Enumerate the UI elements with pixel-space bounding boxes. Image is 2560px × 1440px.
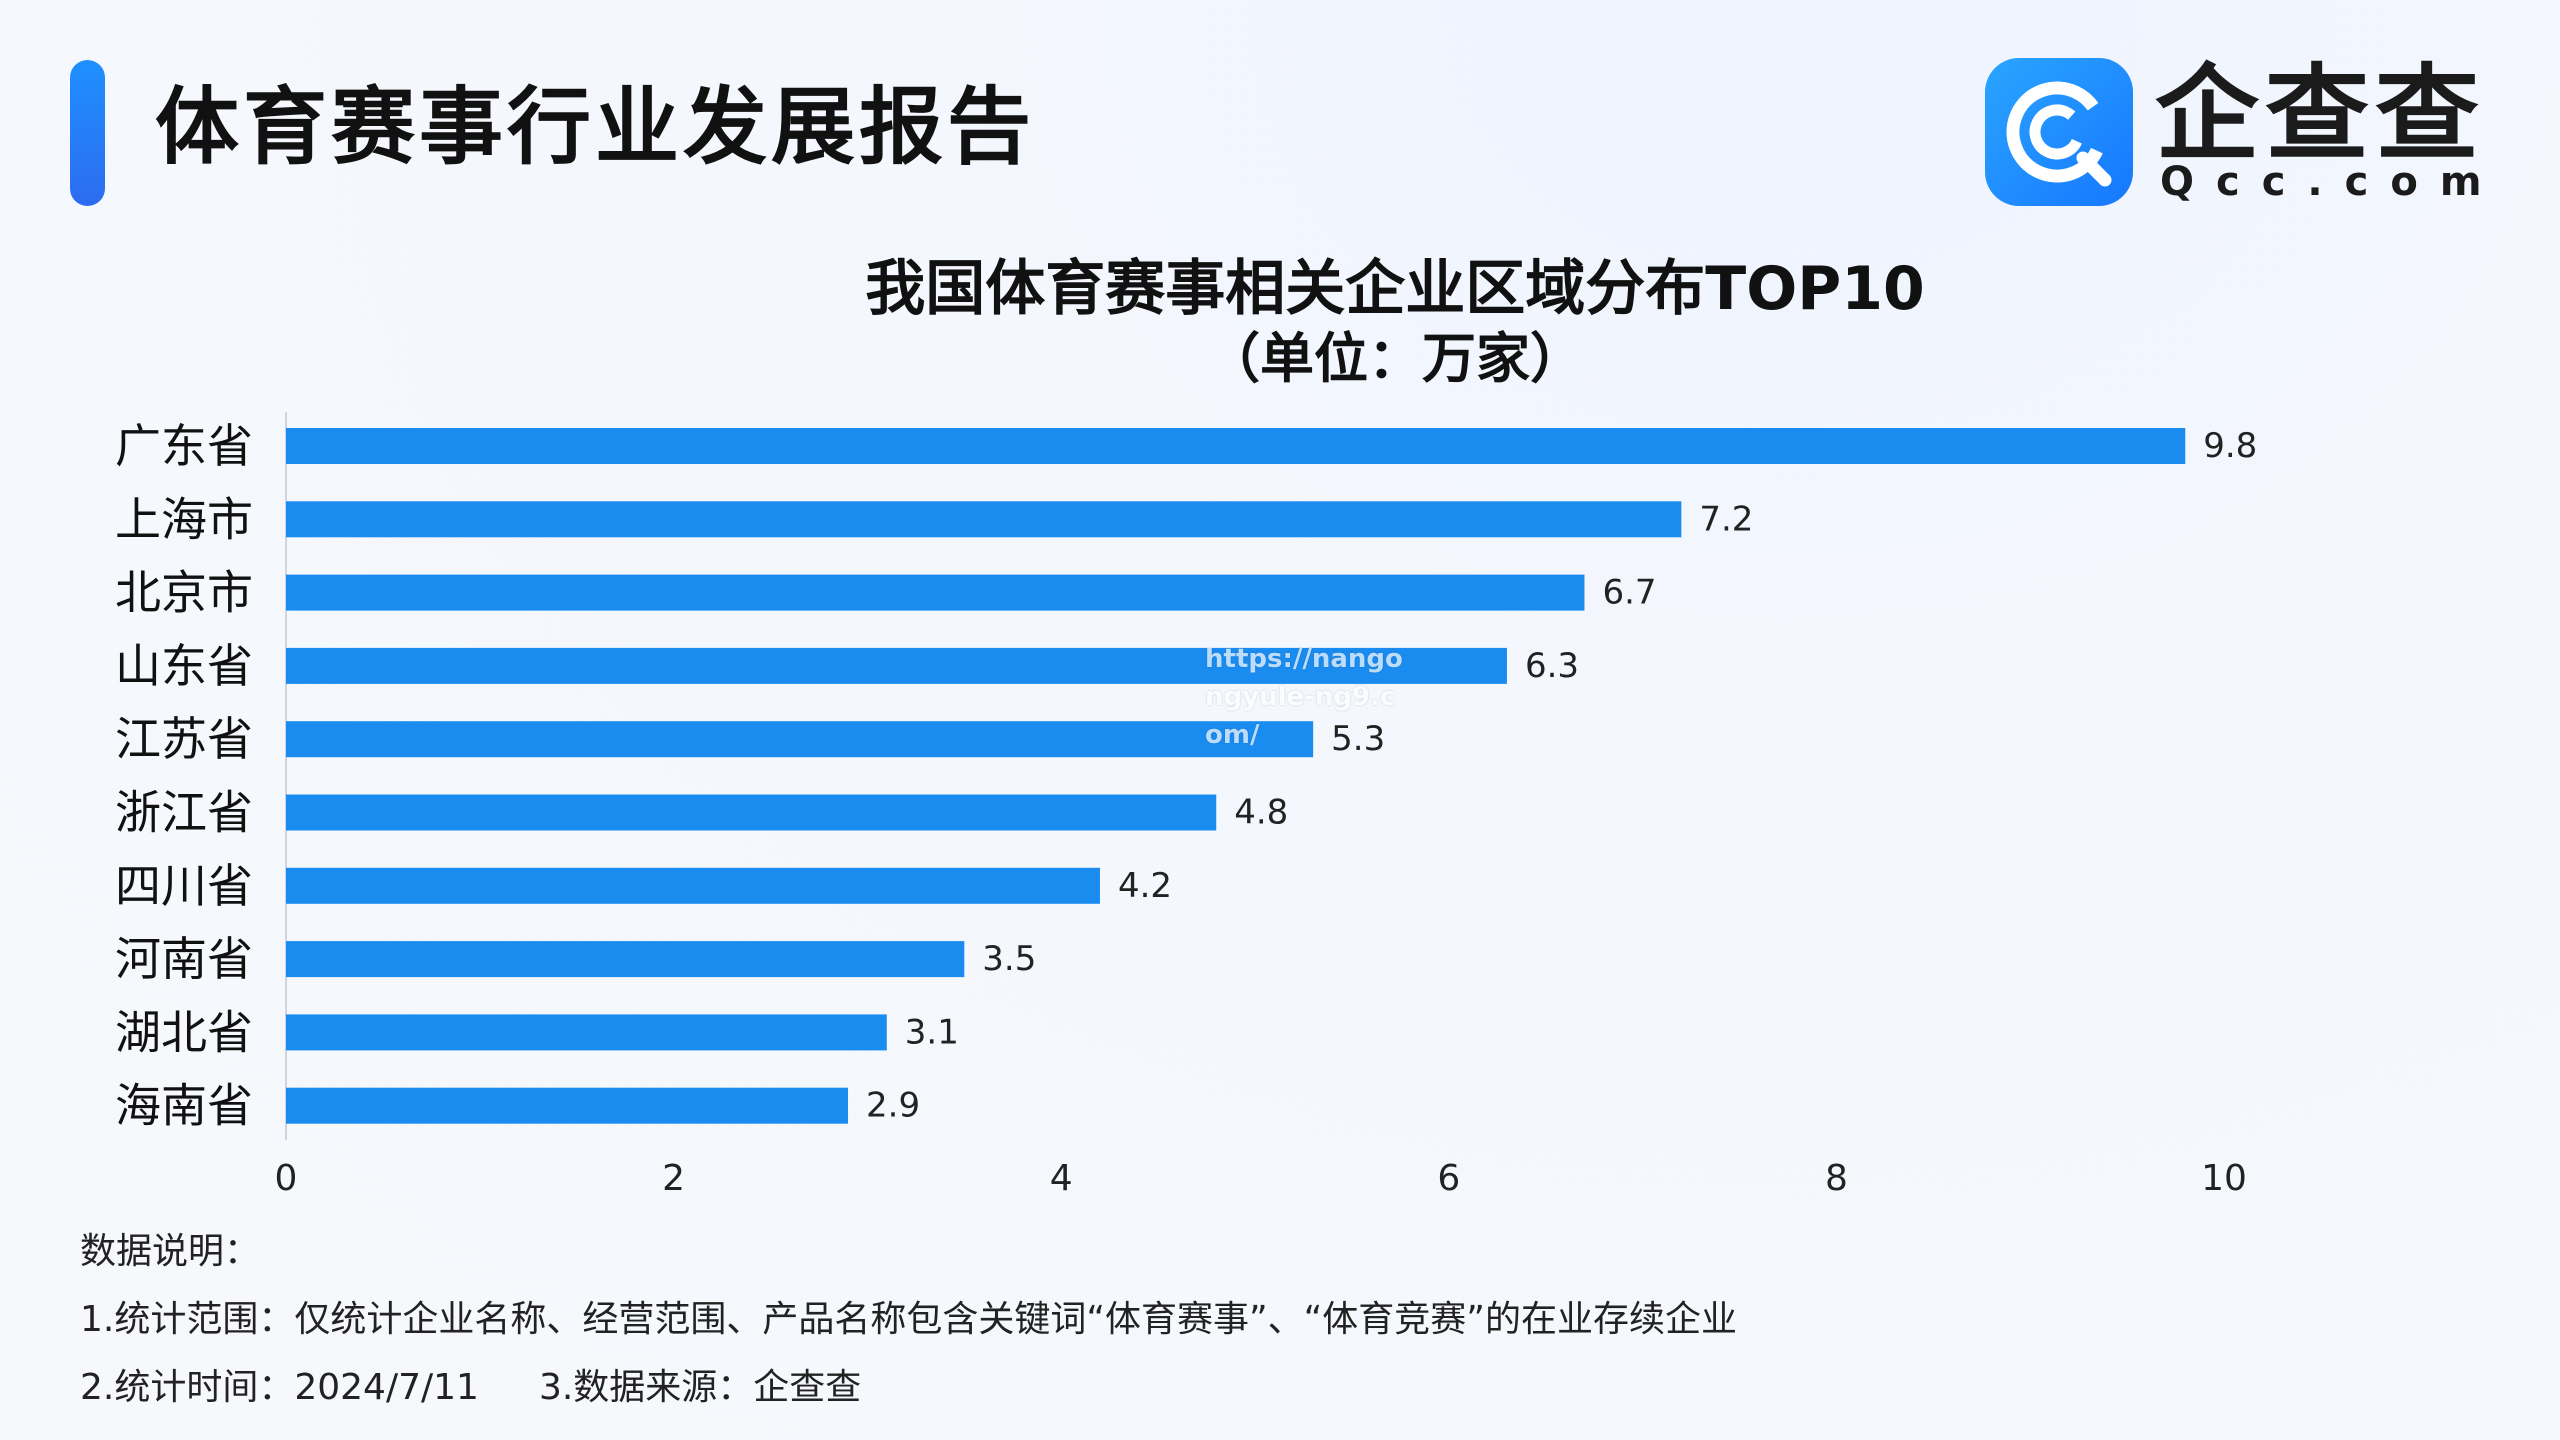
category-label-1: 广东省 [115,419,253,473]
logo-domain: Qcc.com [2160,159,2504,205]
x-tick-label-4: 4 [1050,1158,1073,1199]
bar-6 [286,794,1217,831]
notes-time: 2.统计时间：2024/7/11 [80,1367,479,1408]
category-label-3: 北京市 [115,566,253,620]
value-label-3: 6.7 [1602,573,1656,613]
value-label-5: 5.3 [1331,719,1385,759]
category-label-10: 海南省 [115,1079,253,1133]
bar-4 [286,647,1507,684]
x-tick-label-10: 10 [2201,1158,2247,1199]
bar-5 [286,721,1314,758]
x-tick-label-2: 2 [662,1158,685,1199]
value-label-1: 9.8 [2203,426,2257,466]
category-label-8: 河南省 [115,932,253,986]
value-label-7: 4.2 [1118,866,1172,906]
category-label-2: 上海市 [115,492,253,546]
value-label-10: 2.9 [866,1086,920,1126]
bar-10 [286,1087,849,1124]
bar-9 [286,1014,887,1051]
chart-subtitle: （单位：万家） [1206,327,1584,390]
notes-heading: 数据说明： [80,1231,261,1272]
qcc-logo-icon [1985,58,2133,206]
category-label-7: 四川省 [115,859,253,913]
title-accent-bar [70,60,105,206]
value-labels-group: 9.8 7.2 6.7 6.3 5.3 4.8 4.2 3.5 3.1 2.9 [866,426,2257,1126]
bar-3 [286,574,1585,611]
x-tick-label-6: 6 [1437,1158,1460,1199]
notes-scope: 1.统计范围：仅统计企业名称、经营范围、产品名称包含关键词“体育赛事”、“体育竞… [80,1299,1737,1340]
category-label-4: 山东省 [115,639,253,693]
x-tick-label-8: 8 [1825,1158,1848,1199]
watermark-text: https://nangongyule-ng9.com/ [1205,644,1403,750]
category-label-5: 江苏省 [115,712,253,766]
notes-time-source: 2.统计时间：2024/7/11 3.数据来源：企查查 [80,1354,1737,1422]
category-label-6: 浙江省 [115,786,253,840]
value-label-9: 3.1 [905,1012,959,1052]
value-label-6: 4.8 [1234,793,1288,833]
data-notes: 数据说明： 1.统计范围：仅统计企业名称、经营范围、产品名称包含关键词“体育赛事… [80,1218,1737,1422]
bar-8 [286,941,965,978]
x-tick-labels-group: 0 2 4 6 8 10 [275,1158,2247,1199]
chart-title: 我国体育赛事相关企业区域分布TOP10 [865,254,1925,324]
value-label-8: 3.5 [982,939,1036,979]
logo-name: 企查查 [2155,53,2486,175]
bars-group [286,428,2186,1124]
notes-source: 3.数据来源：企查查 [538,1367,862,1408]
bar-2 [286,501,1682,538]
category-label-9: 湖北省 [115,1005,253,1059]
bar-1 [286,428,2186,464]
value-label-4: 6.3 [1525,646,1579,686]
bar-7 [286,867,1100,904]
page-title: 体育赛事行业发展报告 [155,78,1036,176]
value-label-2: 7.2 [1699,499,1753,539]
x-tick-label-0: 0 [275,1158,298,1199]
